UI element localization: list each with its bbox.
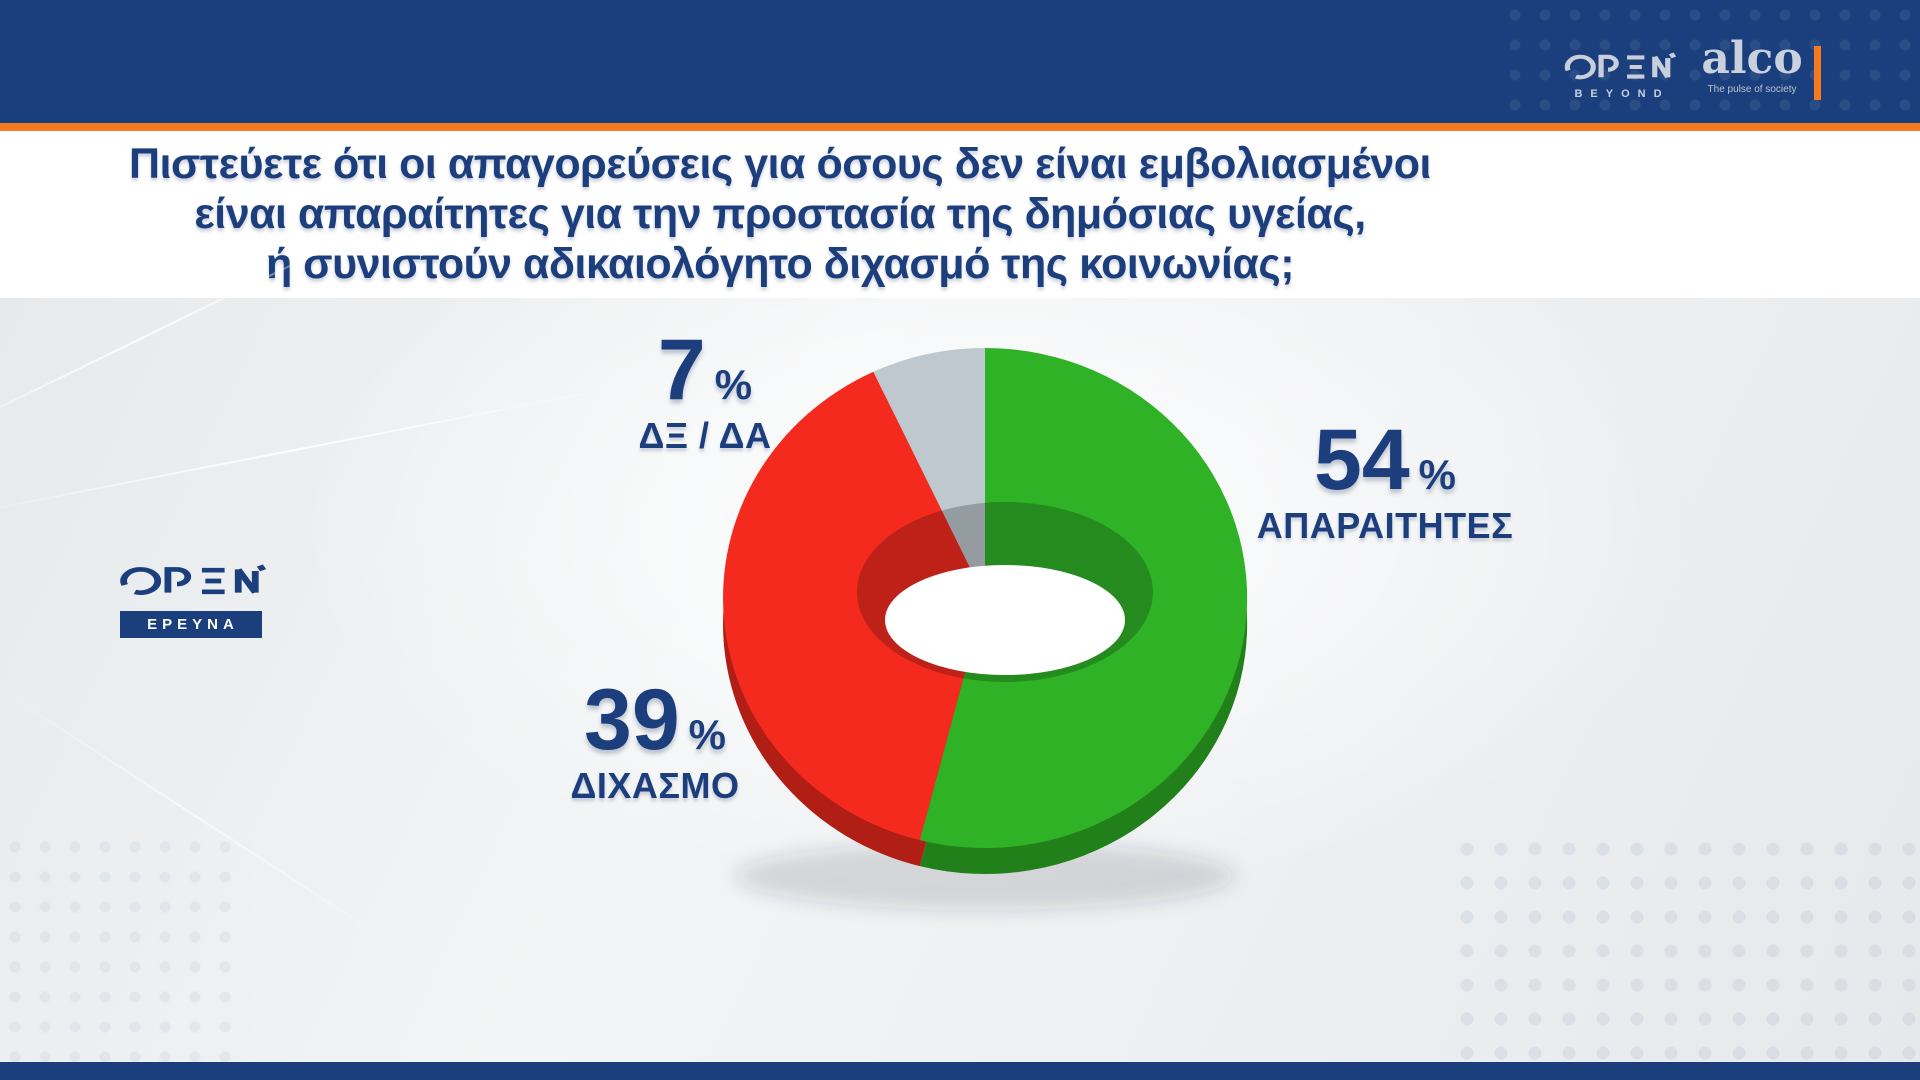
orange-accent-bar xyxy=(1814,46,1821,100)
open-logo-icon xyxy=(1564,52,1677,80)
value-number: 54 xyxy=(1313,412,1410,508)
question-line-1: Πιστεύετε ότι οι απαγορεύσεις για όσους … xyxy=(129,140,1431,188)
pie-slice-1 xyxy=(723,371,985,841)
title-band: Πιστεύετε ότι οι απαγορεύσεις για όσους … xyxy=(0,131,1920,298)
open-ereyna-logo xyxy=(118,564,270,598)
percent-sign: % xyxy=(688,710,727,758)
content-area: ΕΡΕΥΝΑ 7 % ΔΞ / ΔΑ 54 % xyxy=(0,224,1920,1062)
pie-wall-2 xyxy=(873,502,985,598)
question-line-3: ή συνιστούν αδικαιολόγητο διχασμό της κο… xyxy=(265,240,1295,288)
question-line-2: είναι απαραίτητες για την προστασία της … xyxy=(194,190,1366,238)
label-division: 39 % ΔΙΧΑΣΜΟ xyxy=(490,672,820,807)
label-dk-da: 7 % ΔΞ / ΔΑ xyxy=(540,322,870,457)
pie-shadow xyxy=(735,842,1235,910)
ereyna-badge: ΕΡΕΥΝΑ xyxy=(120,611,262,638)
open-logo-icon xyxy=(120,564,267,595)
value-dk-da: 7 % xyxy=(540,322,870,418)
percent-sign: % xyxy=(714,360,753,408)
label-necessary: 54 % ΑΠΑΡΑΙΤΗΤΕΣ xyxy=(1215,412,1555,547)
value-number: 39 xyxy=(583,672,680,768)
orange-divider xyxy=(0,123,1920,131)
donut-hole xyxy=(885,565,1125,675)
donut-chart xyxy=(660,320,1310,940)
open-beyond-label: BEYOND xyxy=(1574,88,1670,100)
poll-question: Πιστεύετε ότι οι απαγορεύσεις για όσους … xyxy=(0,139,1560,289)
footer-bar xyxy=(0,1062,1920,1080)
donut-chart-svg xyxy=(723,347,1248,910)
value-necessary: 54 % xyxy=(1215,412,1555,508)
value-division: 39 % xyxy=(490,672,820,768)
open-channel-logo xyxy=(1563,52,1679,82)
dot-pattern-bottom-right xyxy=(1450,832,1920,1062)
header-bar: BEYOND alco The pulse of society xyxy=(0,0,1920,123)
percent-sign: % xyxy=(1418,450,1457,498)
category-name: ΔΞ / ΔΑ xyxy=(638,414,772,456)
value-number: 7 xyxy=(657,322,706,418)
category-name: ΑΠΑΡΑΙΤΗΤΕΣ xyxy=(1256,504,1514,546)
alco-tagline: The pulse of society xyxy=(1707,84,1797,95)
alco-logo: alco xyxy=(1701,33,1803,84)
dot-pattern-bottom-left xyxy=(0,832,250,1062)
category-name: ΔΙΧΑΣΜΟ xyxy=(570,764,740,806)
